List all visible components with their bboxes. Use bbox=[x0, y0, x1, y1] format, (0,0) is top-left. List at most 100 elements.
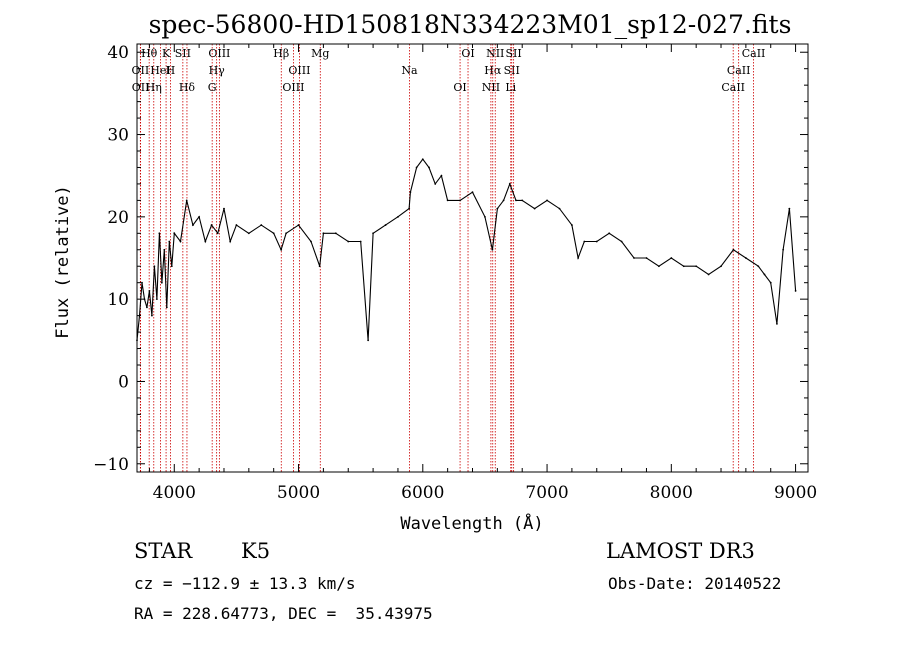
coordinates: RA = 228.64773, DEC = 35.43975 bbox=[134, 604, 433, 623]
spectral-line-label: G bbox=[208, 81, 217, 94]
spectral-line-label: Na bbox=[401, 64, 418, 77]
spectrum-point bbox=[192, 224, 194, 226]
spectrum-point bbox=[297, 224, 300, 226]
spectrum-point bbox=[794, 290, 797, 292]
spectrum-point bbox=[160, 281, 163, 284]
spectrum-point bbox=[788, 207, 791, 210]
spectrum-point bbox=[515, 199, 517, 202]
x-tick-label: 8000 bbox=[650, 483, 693, 503]
spectrum-point bbox=[141, 281, 143, 284]
spectrum-point bbox=[247, 232, 250, 235]
spectrum-point bbox=[384, 224, 387, 226]
plot-area: HθOIIOIIKHeIHηSIIHHδOIIIHγGHβOIIIOIIIMgN… bbox=[93, 43, 817, 503]
spectrum-point bbox=[657, 265, 660, 268]
spectrum-point bbox=[223, 207, 225, 210]
spectrum-point bbox=[583, 240, 586, 243]
chart-title: spec-56800-HD150818N334223M01_sp12-027.f… bbox=[149, 10, 792, 39]
spectrum-point bbox=[620, 240, 623, 243]
spectrum-point bbox=[153, 265, 156, 268]
spectrum-point bbox=[170, 265, 173, 268]
obs-date: Obs-Date: 20140522 bbox=[608, 574, 782, 593]
spectrum-point bbox=[235, 224, 238, 226]
y-tick-label: 20 bbox=[107, 208, 129, 228]
spectral-line-label: Hγ bbox=[209, 64, 226, 77]
spectrum-point bbox=[645, 257, 648, 259]
spectral-line-label: OIII bbox=[282, 81, 304, 94]
spectrum-point bbox=[322, 232, 325, 235]
y-tick-label: 0 bbox=[118, 372, 129, 392]
spectrum-point bbox=[434, 183, 437, 185]
spectrum-point bbox=[595, 240, 598, 243]
spectral-line-label: OIII bbox=[208, 47, 230, 60]
spectral-line-label: CaII bbox=[727, 64, 751, 77]
spectrum-point bbox=[155, 298, 158, 301]
y-tick-label: 10 bbox=[107, 290, 129, 310]
spectrum-point bbox=[428, 166, 430, 169]
spectral-line-label: NII bbox=[486, 47, 504, 60]
spectral-line-label: CaII bbox=[721, 81, 745, 94]
spectrum-point bbox=[744, 257, 747, 259]
spectrum-point bbox=[148, 290, 151, 292]
spectrum-point bbox=[367, 339, 370, 342]
spectrum-point bbox=[318, 265, 321, 268]
spectrum-point bbox=[372, 232, 374, 235]
spectrum-point bbox=[285, 232, 288, 235]
spectrum-point bbox=[163, 248, 166, 251]
spectrum-point bbox=[408, 207, 411, 210]
spectrum-point bbox=[397, 215, 399, 218]
spectral-line-label: H bbox=[166, 64, 176, 77]
spectrum-point bbox=[732, 248, 735, 251]
spectrum-line bbox=[136, 158, 797, 341]
spectrum-point bbox=[173, 232, 176, 235]
spectral-line-label: Hδ bbox=[179, 81, 196, 94]
spectral-line-label: OI bbox=[453, 81, 466, 94]
spectrum-point bbox=[776, 322, 778, 325]
spectrum-point bbox=[334, 232, 337, 235]
spectral-line-label: CaII bbox=[742, 47, 766, 60]
spectrum-point bbox=[533, 207, 536, 210]
spectrum-point bbox=[720, 265, 722, 268]
spectrum-point bbox=[491, 248, 494, 251]
spectrum-point bbox=[670, 257, 673, 259]
x-tick-label: 4000 bbox=[153, 483, 196, 503]
spectrum-point bbox=[210, 224, 213, 226]
survey-label: LAMOST DR3 bbox=[606, 539, 755, 563]
spectral-line-label: HeI bbox=[150, 64, 170, 77]
spectrum-point bbox=[496, 207, 499, 210]
y-tick-label: 30 bbox=[107, 126, 129, 146]
x-tick-label: 6000 bbox=[401, 483, 444, 503]
spectrum-point bbox=[158, 232, 161, 235]
spectrum-point bbox=[546, 199, 548, 202]
spectrum-point bbox=[229, 240, 232, 243]
x-tick-label: 9000 bbox=[774, 483, 817, 503]
spectral-line-label: Hβ bbox=[273, 47, 289, 60]
spectrum-point bbox=[347, 240, 350, 243]
spectrum-point bbox=[502, 199, 505, 202]
spectrum-point bbox=[151, 314, 153, 317]
spectral-line-label: NII bbox=[482, 81, 500, 94]
spectrum-point bbox=[571, 224, 573, 226]
spectrum-point bbox=[359, 240, 362, 243]
spectral-line-label: Hη bbox=[146, 81, 162, 94]
spectrum-point bbox=[757, 265, 760, 268]
spectrum-point bbox=[409, 191, 412, 194]
spectrum-point bbox=[508, 183, 511, 185]
spectral-line-label: Li bbox=[505, 81, 516, 94]
spectrum-point bbox=[769, 281, 772, 284]
spectral-line-label: OII bbox=[131, 64, 149, 77]
spectrum-point bbox=[446, 199, 449, 202]
spectral-line-label: SII bbox=[504, 64, 520, 77]
spectrum-point bbox=[682, 265, 685, 268]
spectrum-point bbox=[558, 207, 561, 210]
redshift-cz: cz = −112.9 ± 13.3 km/s bbox=[134, 574, 356, 593]
spectrum-point bbox=[484, 215, 486, 218]
spectrum-point bbox=[707, 273, 710, 276]
spectrum-point bbox=[459, 199, 461, 202]
plot-frame bbox=[136, 43, 809, 473]
x-axis-label: Wavelength (Å) bbox=[400, 512, 543, 534]
spectrum-point bbox=[204, 240, 207, 243]
object-class: STAR bbox=[134, 539, 193, 563]
spectral-line-label: OIII bbox=[288, 64, 310, 77]
spectrum-point bbox=[521, 199, 524, 202]
